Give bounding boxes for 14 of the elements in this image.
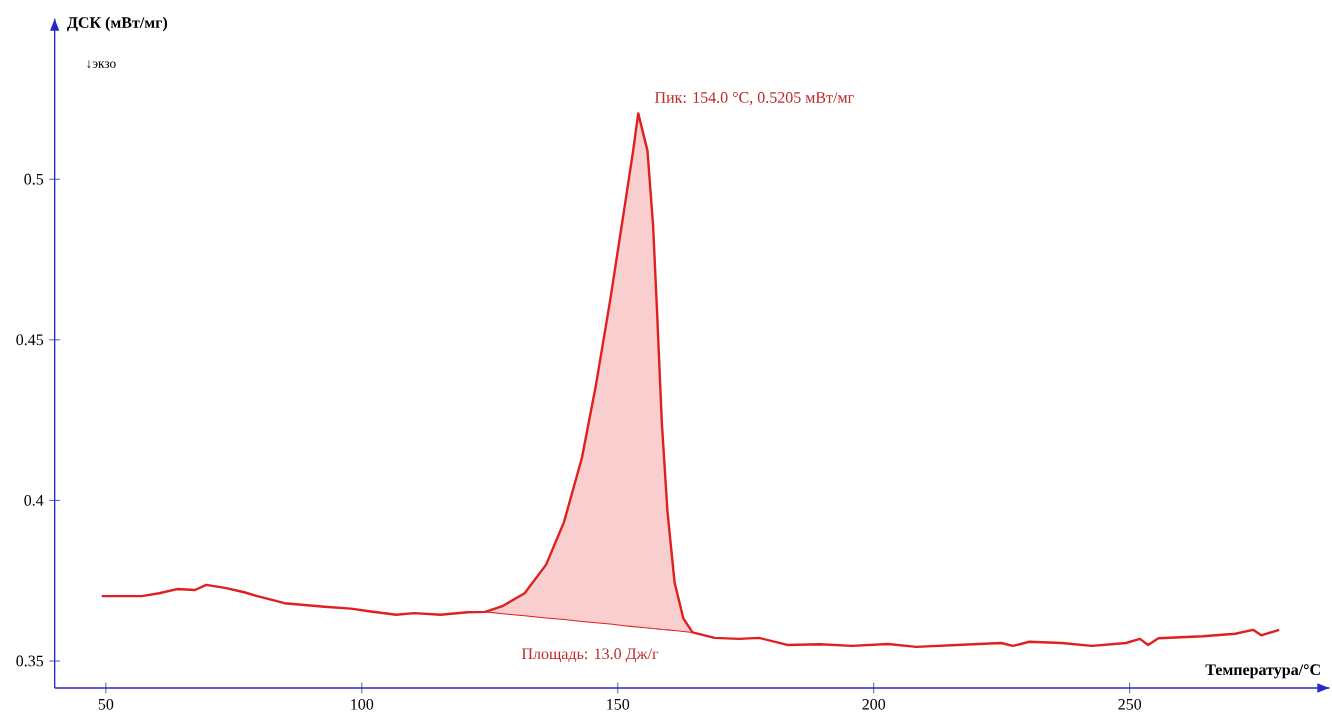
y-tick-label: 0.5 (24, 173, 44, 185)
y-tick-label: 0.35 (16, 655, 44, 667)
y-tick-label: 0.4 (24, 494, 44, 506)
annotation: Пик: 154.0 °C, 0.5205 мВт/мг (654, 92, 854, 106)
x-tick-label: 150 (607, 698, 630, 710)
x-axis-title: Температура/°C (1205, 664, 1320, 679)
x-tick-label: 200 (862, 698, 886, 710)
x-tick-label: 50 (98, 698, 114, 710)
y-tick-label: 0.45 (16, 334, 44, 346)
y-axis-title: ДСК (мВт/мг) (67, 16, 168, 32)
annotation: Площадь: 13.0 Дж/г (521, 648, 659, 663)
annotation: ↓экзо (87, 60, 116, 69)
x-tick-label: 100 (351, 698, 374, 710)
x-tick-label: 250 (1118, 698, 1142, 710)
